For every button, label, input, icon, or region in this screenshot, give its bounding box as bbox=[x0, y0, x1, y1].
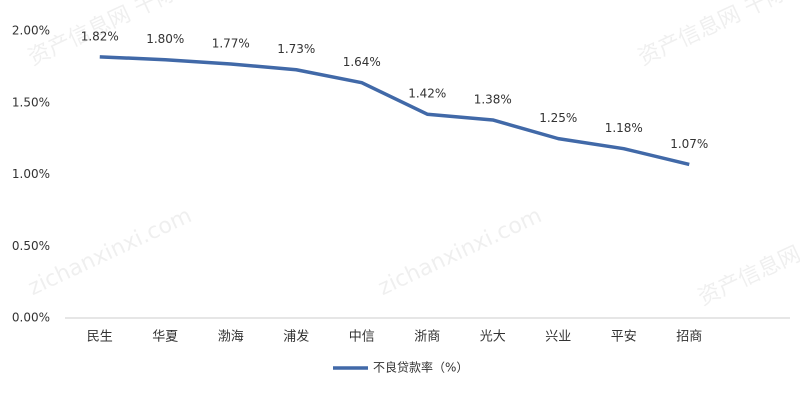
x-tick-label: 民生 bbox=[87, 330, 113, 345]
data-label: 1.82% bbox=[81, 29, 119, 43]
watermark: 资产信息网 千际投行 bbox=[695, 202, 800, 311]
x-tick-label: 招商 bbox=[676, 330, 702, 345]
x-tick-label: 浦发 bbox=[283, 329, 309, 345]
data-label: 1.64% bbox=[343, 55, 381, 69]
y-tick-label: 0.00% bbox=[12, 311, 50, 325]
data-label: 1.73% bbox=[277, 42, 315, 56]
line bbox=[99, 55, 690, 167]
watermark: zichanxinxi.com bbox=[25, 203, 196, 301]
data-label: 1.25% bbox=[539, 111, 577, 125]
y-tick-label: 0.50% bbox=[12, 239, 50, 253]
data-label: 1.18% bbox=[605, 121, 643, 135]
y-tick-label: 2.00% bbox=[12, 24, 50, 38]
data-label: 1.38% bbox=[474, 92, 512, 106]
data-label: 1.80% bbox=[146, 32, 184, 46]
y-tick-label: 1.00% bbox=[12, 167, 50, 181]
x-tick-label: 浙商 bbox=[414, 330, 440, 345]
y-tick-label: 1.50% bbox=[12, 95, 50, 109]
x-tick-label: 中信 bbox=[349, 330, 375, 345]
x-tick-label: 渤海 bbox=[218, 329, 244, 345]
x-tick-label: 兴业 bbox=[545, 330, 571, 345]
x-tick-label: 平安 bbox=[611, 330, 637, 345]
watermark: zichanxinxi.com bbox=[375, 203, 546, 301]
legend-label: 不良贷款率（%） bbox=[373, 360, 468, 375]
x-tick-label: 华夏 bbox=[152, 330, 178, 345]
watermark: 资产信息网 千际投行 bbox=[635, 0, 800, 71]
x-tick-label: 光大 bbox=[480, 330, 506, 345]
data-label: 1.07% bbox=[670, 137, 708, 151]
data-label: 1.42% bbox=[408, 87, 446, 101]
data-label: 1.77% bbox=[212, 37, 250, 51]
